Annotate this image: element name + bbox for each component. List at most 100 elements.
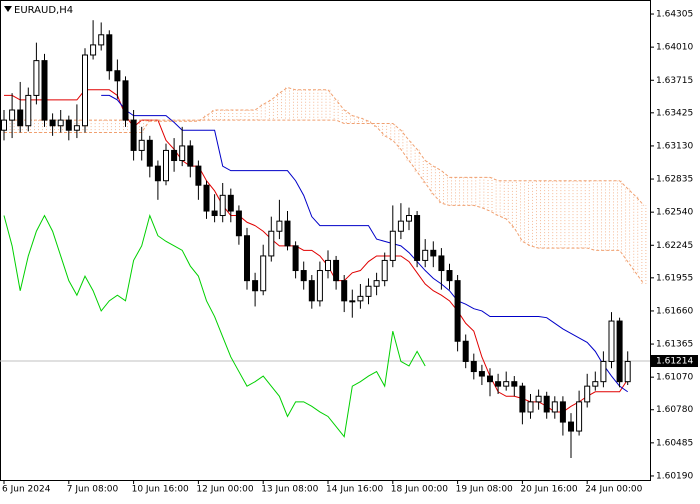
indicator-line	[101, 94, 628, 393]
indicator-line	[4, 87, 645, 285]
y-tick-label: 1.62245	[656, 241, 693, 251]
candle-body	[438, 255, 445, 272]
x-tick-label: 6 Jun 2024	[2, 485, 51, 495]
y-tick-label: 1.64010	[656, 43, 693, 53]
indicator-line	[3, 213, 426, 438]
candle-body	[600, 360, 607, 383]
candle-body	[430, 249, 437, 257]
candle-body	[90, 44, 97, 56]
y-tick-label: 1.63130	[656, 141, 693, 151]
symbol-menu-icon[interactable]	[4, 6, 12, 12]
y-tick-label: 1.61660	[656, 306, 693, 316]
y-tick-label: 1.61070	[656, 373, 693, 383]
candle-body	[146, 139, 153, 167]
candle-body	[300, 270, 307, 282]
candle-body	[381, 259, 388, 282]
y-tick-label: 1.60485	[656, 438, 693, 448]
x-tick-label: 7 Jun 08:00	[67, 485, 119, 495]
candle-body	[1, 119, 7, 131]
x-tick-label: 10 Jun 16:00	[132, 485, 189, 495]
candle-body	[365, 285, 372, 297]
candle-body	[551, 401, 558, 413]
candle-body	[211, 210, 218, 217]
candle-body	[171, 149, 178, 162]
candle-body	[511, 381, 518, 387]
last-price-box	[650, 355, 698, 368]
last-price-label: 1.61214	[656, 357, 693, 367]
candle-body	[608, 320, 615, 362]
candle-body	[349, 300, 356, 303]
candle-body	[276, 220, 283, 232]
candle-body	[389, 230, 396, 261]
candle-body	[397, 220, 404, 232]
candle-body	[535, 395, 542, 403]
candle-body	[568, 421, 574, 432]
x-tick-label: 13 Jun 08:00	[261, 485, 318, 495]
candle-body	[163, 149, 169, 182]
y-tick-label: 1.62835	[656, 175, 693, 185]
candle-body	[495, 381, 502, 387]
x-tick-label: 20 Jun 16:00	[520, 485, 577, 495]
candle-body	[584, 385, 591, 403]
candle-body	[470, 360, 477, 373]
y-tick-label: 1.61955	[656, 273, 693, 283]
candle-body	[616, 320, 623, 383]
candle-body	[82, 54, 88, 127]
candle-body	[559, 401, 566, 423]
candle-body	[98, 34, 105, 46]
candle-body	[454, 280, 461, 342]
candle-body	[519, 385, 526, 413]
candle-body	[422, 249, 429, 261]
candle-body	[284, 220, 291, 247]
candle-body	[414, 215, 421, 261]
y-tick-label: 1.64305	[656, 10, 693, 20]
candle-body	[49, 119, 56, 127]
candle-body	[57, 119, 64, 127]
candle-body	[114, 70, 121, 82]
indicator-line	[4, 119, 645, 206]
candle-body	[73, 125, 80, 131]
plot-frame	[0, 0, 651, 481]
x-tick-label: 12 Jun 00:00	[196, 485, 253, 495]
candle-body	[373, 280, 380, 287]
candle-body	[292, 245, 299, 272]
candle-body	[503, 381, 510, 387]
candle-body	[25, 94, 32, 127]
chart-title: EURAUD,H4	[14, 5, 73, 16]
candle-body	[187, 145, 194, 167]
candle-body	[106, 34, 113, 72]
candle-body	[130, 119, 137, 151]
candle-body	[446, 270, 453, 282]
candle-body	[65, 119, 72, 131]
candle-body	[527, 401, 534, 413]
candle-body	[341, 280, 348, 302]
candle-body	[478, 371, 485, 377]
candle-body	[252, 280, 259, 292]
candle-body	[592, 381, 599, 387]
y-tick-label: 1.61365	[656, 340, 693, 350]
candle-body	[227, 194, 234, 212]
candle-body	[268, 230, 275, 257]
candle-body	[138, 139, 145, 151]
candle-body	[406, 215, 412, 222]
candle-body	[260, 255, 267, 292]
candle-body	[357, 295, 364, 302]
candle-body	[576, 401, 583, 432]
candle-body	[333, 259, 340, 282]
candle-body	[235, 210, 242, 237]
y-tick-label: 1.60190	[656, 471, 693, 481]
y-tick-label: 1.63715	[656, 76, 693, 86]
candle-body	[17, 109, 24, 127]
candle-body	[219, 194, 226, 217]
x-tick-label: 24 Jun 00:00	[585, 485, 642, 495]
x-tick-label: 19 Jun 08:00	[456, 485, 513, 495]
x-tick-label: 18 Jun 00:00	[391, 485, 448, 495]
candle-body	[316, 270, 323, 302]
candle-body	[624, 360, 631, 383]
candle-body	[122, 80, 129, 121]
candle-body	[325, 259, 331, 272]
candle-body	[462, 340, 469, 362]
y-tick-label: 1.62540	[656, 208, 693, 218]
